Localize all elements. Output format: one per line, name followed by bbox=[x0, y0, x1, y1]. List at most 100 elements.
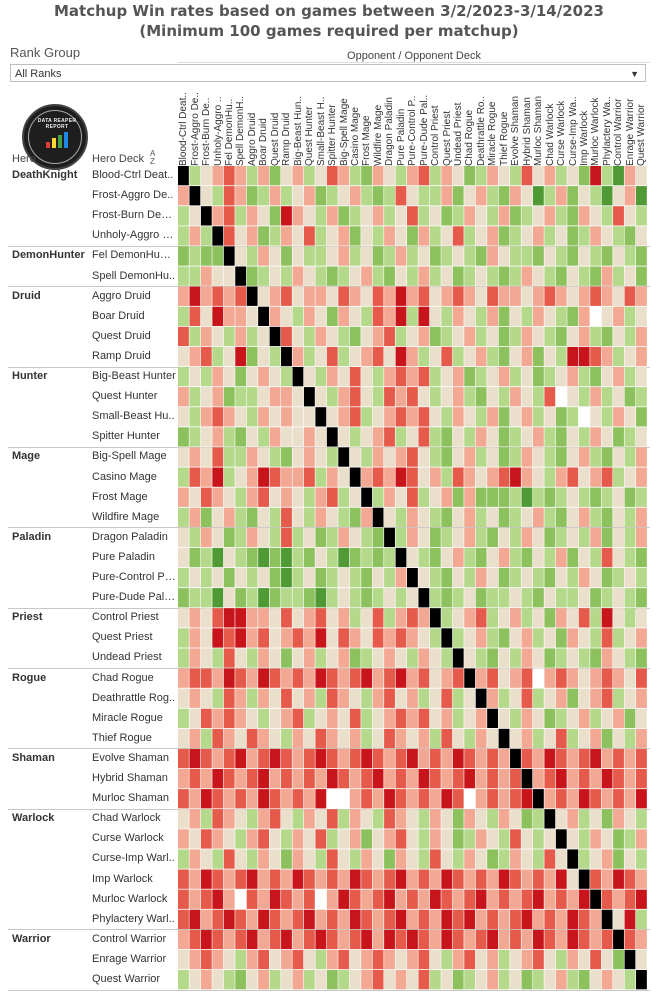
heatmap-cell[interactable] bbox=[555, 166, 567, 186]
heatmap-cell[interactable] bbox=[372, 226, 384, 246]
heatmap-cell[interactable] bbox=[326, 588, 338, 608]
heatmap-cell[interactable] bbox=[281, 226, 292, 246]
heatmap-cell[interactable] bbox=[544, 266, 556, 286]
heatmap-cell[interactable] bbox=[326, 447, 338, 467]
heatmap-cell[interactable] bbox=[246, 246, 258, 266]
heatmap-cell[interactable] bbox=[361, 568, 373, 588]
heatmap-cell[interactable] bbox=[235, 608, 247, 628]
heatmap-cell[interactable] bbox=[338, 346, 350, 367]
heatmap-cell[interactable] bbox=[212, 306, 224, 326]
heatmap-cell[interactable] bbox=[498, 326, 510, 347]
heatmap-cell[interactable] bbox=[315, 266, 327, 286]
heatmap-cell[interactable] bbox=[338, 186, 350, 206]
heatmap-cell[interactable] bbox=[418, 226, 430, 246]
heatmap-cell[interactable] bbox=[269, 809, 281, 829]
heatmap-cell[interactable] bbox=[510, 166, 521, 186]
heatmap-cell[interactable] bbox=[475, 507, 487, 527]
heatmap-cell[interactable] bbox=[464, 206, 476, 226]
heatmap-cell[interactable] bbox=[487, 226, 498, 246]
heatmap-cell[interactable] bbox=[395, 246, 407, 266]
heatmap-cell[interactable] bbox=[624, 346, 636, 367]
heatmap-cell[interactable] bbox=[544, 769, 556, 789]
heatmap-cell[interactable] bbox=[578, 387, 590, 407]
heatmap-cell[interactable] bbox=[464, 668, 476, 688]
heatmap-cell[interactable] bbox=[372, 769, 384, 789]
heatmap-cell[interactable] bbox=[281, 909, 292, 929]
heatmap-cell[interactable] bbox=[521, 728, 533, 749]
heatmap-cell[interactable] bbox=[441, 547, 453, 568]
heatmap-cell[interactable] bbox=[326, 849, 338, 869]
heatmap-cell[interactable] bbox=[590, 568, 602, 588]
heatmap-cell[interactable] bbox=[498, 427, 510, 447]
heatmap-cell[interactable] bbox=[441, 648, 453, 668]
heatmap-cell[interactable] bbox=[178, 809, 189, 829]
heatmap-cell[interactable] bbox=[590, 166, 602, 186]
heatmap-cell[interactable] bbox=[235, 869, 247, 889]
heatmap-cell[interactable] bbox=[567, 286, 579, 306]
heatmap-cell[interactable] bbox=[395, 326, 407, 347]
heatmap-cell[interactable] bbox=[418, 387, 430, 407]
heatmap-cell[interactable] bbox=[475, 387, 487, 407]
heatmap-cell[interactable] bbox=[372, 186, 384, 206]
heatmap-cell[interactable] bbox=[315, 668, 327, 688]
heatmap-cell[interactable] bbox=[441, 688, 453, 708]
heatmap-cell[interactable] bbox=[498, 588, 510, 608]
heatmap-cell[interactable] bbox=[246, 889, 258, 909]
heatmap-cell[interactable] bbox=[452, 326, 464, 347]
heatmap-cell[interactable] bbox=[395, 467, 407, 487]
heatmap-cell[interactable] bbox=[189, 206, 201, 226]
heatmap-cell[interactable] bbox=[567, 246, 579, 266]
heatmap-cell[interactable] bbox=[498, 547, 510, 568]
heatmap-cell[interactable] bbox=[636, 568, 647, 588]
heatmap-cell[interactable] bbox=[303, 547, 315, 568]
heatmap-cell[interactable] bbox=[212, 708, 224, 728]
heatmap-cell[interactable] bbox=[452, 206, 464, 226]
heatmap-cell[interactable] bbox=[407, 688, 418, 708]
heatmap-cell[interactable] bbox=[200, 608, 212, 628]
heatmap-cell[interactable] bbox=[349, 628, 361, 648]
heatmap-cell[interactable] bbox=[269, 708, 281, 728]
heatmap-cell[interactable] bbox=[200, 869, 212, 889]
heatmap-cell[interactable] bbox=[407, 949, 418, 970]
heatmap-cell[interactable] bbox=[487, 286, 498, 306]
heatmap-cell[interactable] bbox=[212, 668, 224, 688]
heatmap-cell[interactable] bbox=[567, 708, 579, 728]
heatmap-cell[interactable] bbox=[464, 387, 476, 407]
heatmap-cell[interactable] bbox=[418, 186, 430, 206]
heatmap-cell[interactable] bbox=[326, 909, 338, 929]
heatmap-cell[interactable] bbox=[178, 306, 189, 326]
heatmap-cell[interactable] bbox=[200, 809, 212, 829]
heatmap-cell[interactable] bbox=[590, 628, 602, 648]
heatmap-cell[interactable] bbox=[544, 326, 556, 347]
heatmap-cell[interactable] bbox=[212, 206, 224, 226]
heatmap-cell[interactable] bbox=[178, 266, 189, 286]
heatmap-cell[interactable] bbox=[544, 527, 556, 548]
heatmap-cell[interactable] bbox=[429, 346, 441, 367]
heatmap-cell[interactable] bbox=[372, 326, 384, 347]
heatmap-cell[interactable] bbox=[636, 849, 647, 869]
heatmap-cell[interactable] bbox=[532, 769, 544, 789]
heatmap-cell[interactable] bbox=[452, 688, 464, 708]
heatmap-cell[interactable] bbox=[395, 286, 407, 306]
heatmap-cell[interactable] bbox=[189, 970, 201, 990]
heatmap-cell[interactable] bbox=[189, 608, 201, 628]
heatmap-cell[interactable] bbox=[429, 407, 441, 427]
heatmap-cell[interactable] bbox=[235, 246, 247, 266]
heatmap-cell[interactable] bbox=[636, 367, 647, 387]
heatmap-cell[interactable] bbox=[452, 407, 464, 427]
heatmap-cell[interactable] bbox=[452, 286, 464, 306]
heatmap-cell[interactable] bbox=[487, 186, 498, 206]
heatmap-cell[interactable] bbox=[487, 909, 498, 929]
heatmap-cell[interactable] bbox=[338, 628, 350, 648]
heatmap-cell[interactable] bbox=[510, 226, 521, 246]
heatmap-cell[interactable] bbox=[441, 346, 453, 367]
heatmap-cell[interactable] bbox=[235, 407, 247, 427]
heatmap-cell[interactable] bbox=[384, 487, 395, 507]
heatmap-cell[interactable] bbox=[578, 507, 590, 527]
heatmap-cell[interactable] bbox=[624, 547, 636, 568]
heatmap-cell[interactable] bbox=[361, 769, 373, 789]
heatmap-cell[interactable] bbox=[372, 467, 384, 487]
heatmap-cell[interactable] bbox=[407, 326, 418, 347]
heatmap-cell[interactable] bbox=[418, 407, 430, 427]
heatmap-cell[interactable] bbox=[338, 889, 350, 909]
